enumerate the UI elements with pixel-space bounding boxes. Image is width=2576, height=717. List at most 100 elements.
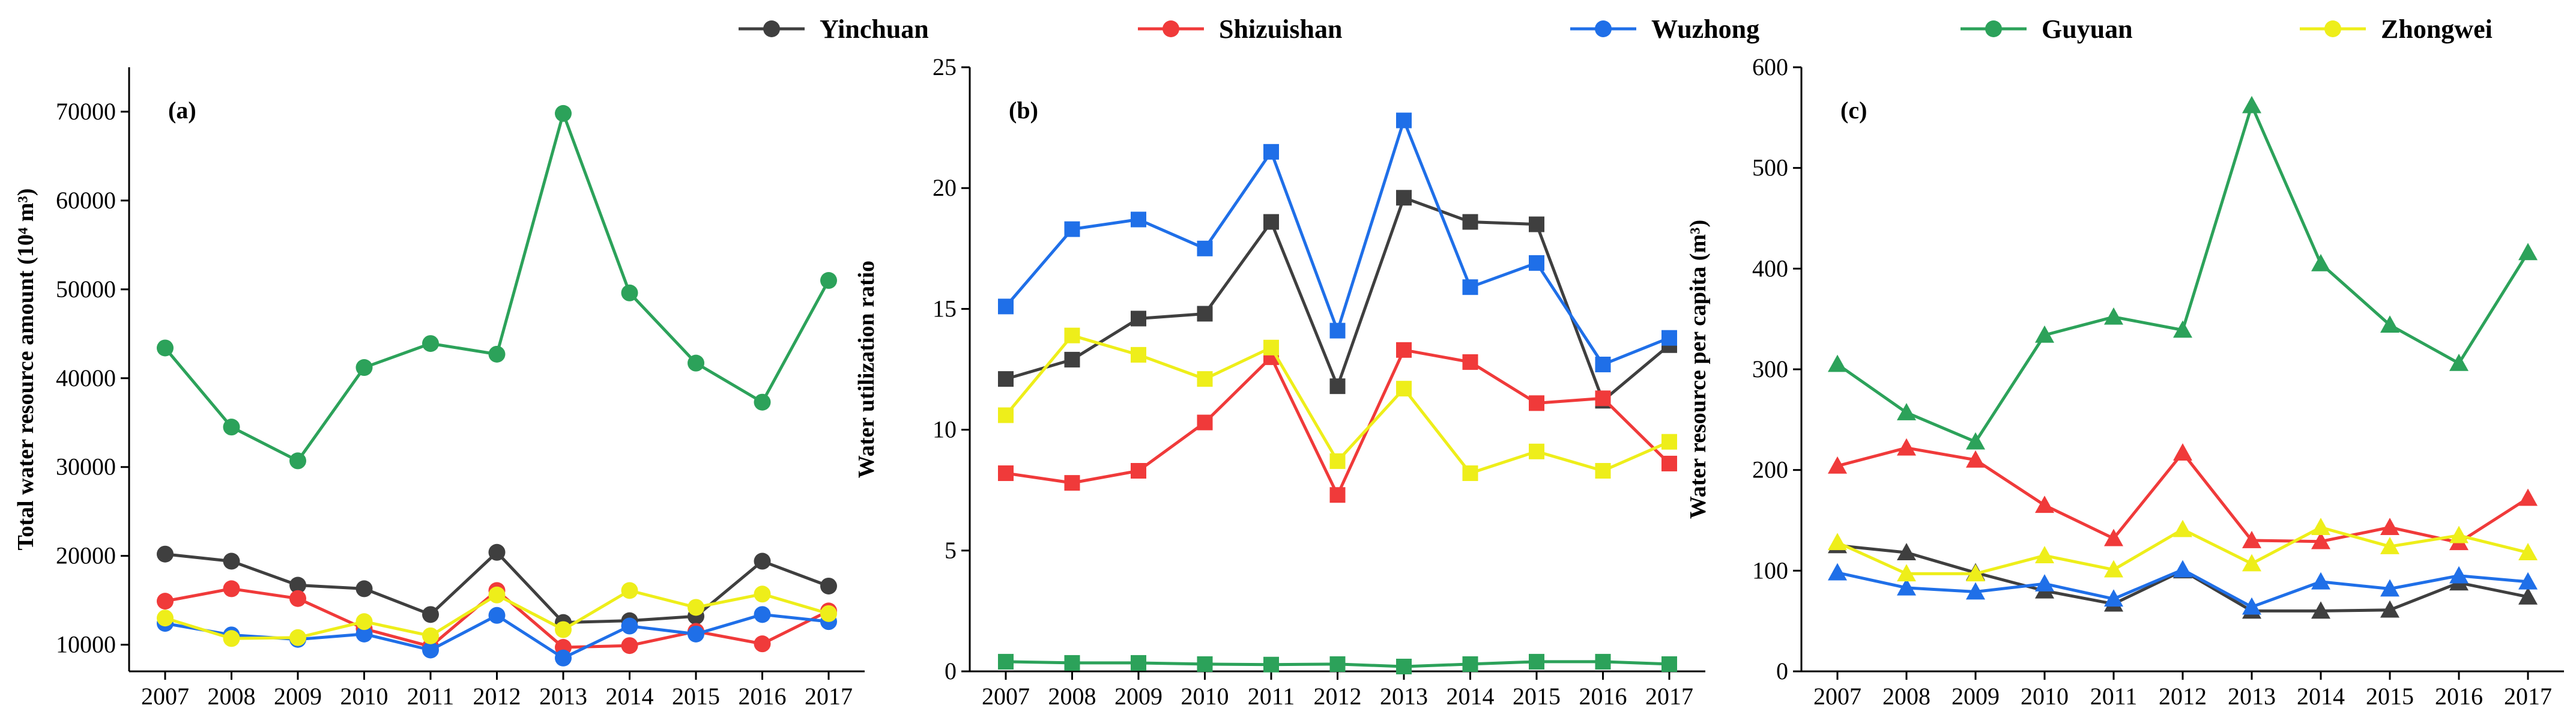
series-wuzhong [157,606,837,667]
data-point-zhongwei [223,630,240,647]
data-point-shizuishan [1529,395,1544,411]
data-point-guyuan [355,359,373,377]
data-point-wuzhong [1828,563,1847,581]
data-point-shizuishan [2242,531,2261,548]
series-wuzhong [1828,560,2538,615]
y-axis-title: Total water resource amount (10⁴ m³) [13,189,38,551]
data-point-guyuan [1966,432,1985,450]
data-point-wuzhong [1131,211,1146,228]
data-point-wuzhong [1396,112,1412,129]
data-point-shizuishan [1462,354,1478,370]
data-point-wuzhong [754,606,771,623]
data-point-yinchuan [820,577,837,594]
data-point-yinchuan [1131,310,1146,327]
data-point-zhongwei [1966,564,1985,582]
data-point-zhongwei [1263,339,1279,355]
data-point-shizuishan [2311,531,2330,549]
x-tick-label: 2015 [1513,683,1561,710]
data-point-shizuishan [1064,475,1080,491]
x-tick-label: 2012 [473,683,521,710]
data-point-yinchuan [754,552,771,570]
data-point-wuzhong [1462,279,1478,295]
x-tick-label: 2010 [2021,683,2069,710]
data-point-shizuishan [1396,342,1412,358]
x-tick-label: 2011 [2090,683,2138,710]
y-tick-label: 70000 [56,98,116,125]
data-point-shizuishan [1197,414,1213,431]
data-point-yinchuan [1396,190,1412,206]
data-point-yinchuan [2311,601,2330,619]
x-tick-label: 2007 [1813,683,1861,710]
data-point-zhongwei [1396,381,1412,397]
data-point-guyuan [1529,653,1544,670]
data-point-shizuishan [1595,390,1611,407]
y-tick-label: 100 [1752,557,1788,584]
x-tick-label: 2017 [805,683,853,710]
data-point-shizuishan [2173,443,2192,461]
x-tick-label: 2013 [1380,683,1428,710]
data-point-guyuan [1595,653,1611,670]
x-tick-label: 2012 [1314,683,1362,710]
legend-label-shizuishan: Shizuishan [1219,14,1342,44]
data-point-guyuan [1828,354,1847,372]
data-point-guyuan [2242,95,2261,113]
data-point-zhongwei [688,599,704,616]
data-point-guyuan [2035,325,2054,343]
data-point-guyuan [1661,656,1677,672]
data-point-zhongwei [488,586,506,604]
data-point-guyuan [555,104,572,122]
data-point-yinchuan [488,543,506,561]
x-tick-label: 2007 [141,683,189,710]
data-point-shizuishan [157,593,174,610]
y-tick-label: 25 [933,53,957,80]
series-shizuishan [998,342,1677,503]
x-tick-label: 2012 [2159,683,2207,710]
series-guyuan [157,104,837,470]
data-point-wuzhong [2104,589,2123,607]
data-point-shizuishan [1131,463,1146,479]
legend: Yinchuan Shizuishan Wuzhong Guyuan Zhongwei [739,14,2493,44]
panel-label: (a) [168,97,196,124]
data-point-wuzhong [2173,560,2192,578]
data-point-wuzhong [2449,566,2469,584]
data-point-zhongwei [355,613,373,631]
data-point-guyuan [1263,656,1279,673]
series-guyuan [998,653,1677,674]
data-point-zhongwei [2518,543,2538,560]
data-point-wuzhong [1897,578,1916,596]
data-point-guyuan [1329,656,1346,672]
data-point-yinchuan [157,545,174,563]
data-point-guyuan [1462,656,1478,672]
data-point-zhongwei [289,629,306,646]
data-point-guyuan [2380,315,2399,333]
data-point-zhongwei [1064,327,1080,343]
x-tick-label: 2008 [1048,683,1096,710]
x-tick-label: 2014 [1447,683,1495,710]
data-point-wuzhong [555,649,572,667]
panel-a: 10000 20000 30000 40000 50000 60000 70000 2007 2… [13,67,865,710]
data-point-guyuan [157,339,174,357]
data-point-zhongwei [1595,463,1611,479]
data-point-wuzhong [688,625,704,643]
data-point-yinchuan [1529,216,1544,232]
data-point-zhongwei [998,407,1014,423]
data-point-zhongwei [422,627,439,644]
data-point-shizuishan [1828,456,1847,474]
data-point-wuzhong [1329,322,1346,339]
data-point-guyuan [488,345,506,363]
data-point-zhongwei [555,621,572,638]
data-point-zhongwei [1462,465,1478,482]
data-point-wuzhong [1197,240,1213,256]
data-point-wuzhong [998,298,1014,315]
panel-label: (c) [1840,97,1867,124]
data-point-guyuan [223,419,240,436]
data-point-guyuan [2104,307,2123,325]
series-line-guyuan [1836,104,2530,444]
data-point-zhongwei [820,605,837,622]
x-tick-label: 2010 [340,683,389,710]
data-point-wuzhong [1661,330,1677,346]
panel-label: (b) [1009,97,1038,124]
data-point-guyuan [2449,353,2469,371]
data-point-zhongwei [157,610,174,627]
data-point-yinchuan [1064,351,1080,368]
